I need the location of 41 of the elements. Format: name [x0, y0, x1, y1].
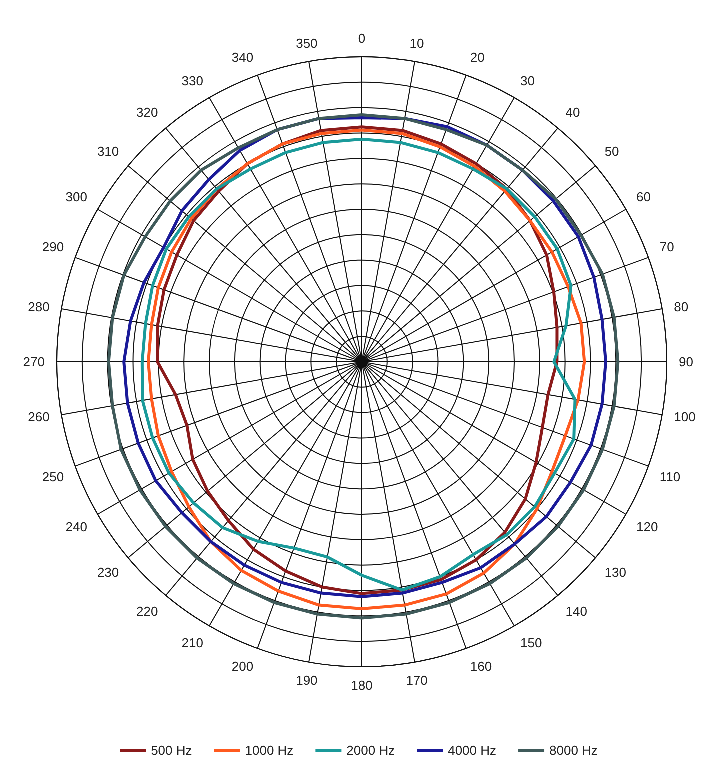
spoke-label: 170 — [406, 673, 428, 688]
spoke-label: 270 — [23, 354, 45, 370]
spoke-label: 190 — [296, 673, 318, 688]
legend-label: 2000 Hz — [346, 743, 396, 758]
legend-label: 4000 Hz — [448, 743, 497, 758]
spoke-label: 300 — [66, 190, 88, 204]
spoke-label: 180 — [351, 678, 373, 693]
spoke-label: 310 — [97, 144, 120, 160]
spoke-label: 150 — [520, 636, 542, 651]
spoke-label: 50 — [604, 144, 620, 160]
spoke-label: 80 — [674, 299, 689, 314]
legend-label: 8000 Hz — [550, 743, 598, 758]
spoke-label: 350 — [296, 36, 318, 51]
spoke-label: 260 — [28, 410, 50, 425]
spoke-label: 120 — [636, 520, 658, 534]
spoke-label: 90 — [679, 354, 694, 370]
spoke-label: 320 — [136, 105, 158, 120]
spoke-label: 30 — [520, 73, 535, 88]
spoke-label: 60 — [636, 190, 651, 204]
spoke-label: 130 — [604, 564, 627, 580]
legend-label: 1000 Hz — [245, 743, 294, 758]
spoke-label: 210 — [182, 636, 204, 651]
spoke-label: 110 — [660, 469, 681, 484]
spoke-label: 200 — [232, 658, 254, 674]
spoke-label: 0 — [358, 31, 366, 46]
spoke-label: 40 — [566, 105, 580, 120]
spoke-label: 10 — [410, 36, 424, 51]
spoke-label: 70 — [660, 240, 674, 255]
spoke-label: 330 — [182, 73, 204, 88]
spoke-label: 280 — [28, 299, 50, 314]
spoke-label: 240 — [66, 520, 88, 534]
legend-label: 500 Hz — [151, 743, 192, 758]
spoke-label: 290 — [42, 240, 64, 255]
spoke-label: 160 — [470, 658, 492, 674]
spoke-label: 230 — [97, 564, 120, 580]
spoke-label: 100 — [674, 410, 696, 425]
spoke-label: 340 — [232, 50, 254, 66]
spoke-label: 220 — [136, 604, 158, 619]
spoke-label: 140 — [566, 604, 588, 619]
spoke-label: 250 — [42, 469, 64, 484]
spoke-label: 20 — [470, 50, 485, 66]
